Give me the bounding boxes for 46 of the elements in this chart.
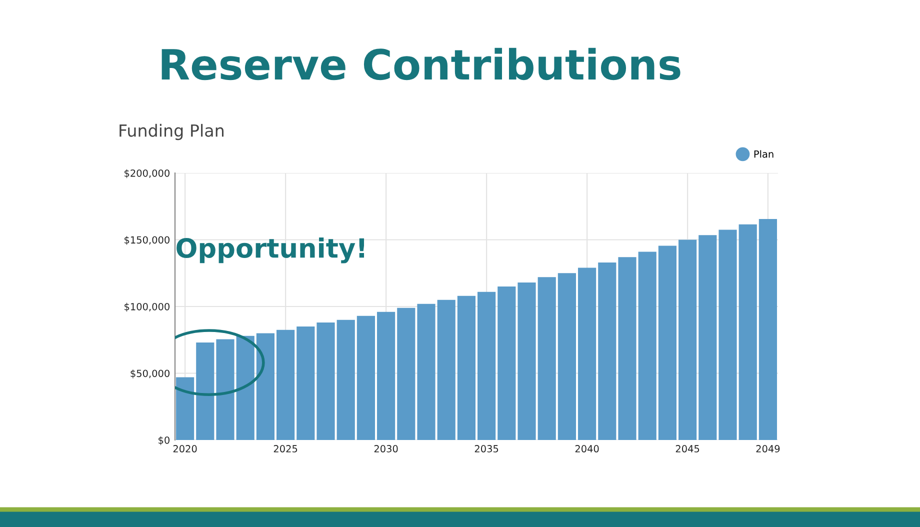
- bar: [196, 342, 214, 440]
- bar: [538, 277, 556, 440]
- bar: [678, 240, 697, 440]
- bar: [498, 286, 516, 440]
- bar: [176, 377, 194, 440]
- bar: [758, 219, 777, 440]
- bar: [417, 304, 436, 440]
- bar: [216, 339, 234, 440]
- bar: [518, 282, 536, 440]
- x-tick-label: 2035: [474, 445, 498, 452]
- bar: [558, 273, 576, 440]
- x-tick-label: 2030: [374, 445, 398, 452]
- bar: [598, 262, 616, 440]
- bar: [457, 296, 476, 440]
- bar: [336, 320, 355, 440]
- chart-subtitle: Funding Plan: [120, 124, 224, 140]
- bar: [698, 235, 717, 440]
- chart-title: Reserve Contributions: [162, 48, 680, 80]
- y-tick-label: $200,000: [124, 169, 170, 178]
- bar: [236, 336, 254, 440]
- y-tick-label: $150,000: [124, 236, 170, 245]
- bar: [256, 333, 274, 440]
- bar: [437, 300, 456, 440]
- bar: [276, 330, 295, 440]
- bar: [578, 268, 596, 440]
- bar: [356, 316, 375, 440]
- bar: [638, 252, 656, 440]
- y-tick-label: $0: [158, 436, 170, 446]
- bar: [316, 322, 335, 440]
- bar: [397, 308, 416, 440]
- bar: [377, 312, 396, 440]
- bar: [618, 257, 636, 440]
- x-tick-label: 2045: [676, 445, 700, 452]
- x-tick-label: 2025: [274, 445, 298, 452]
- annotation: Opportunity!: [176, 238, 364, 264]
- bar: [296, 326, 315, 440]
- legend-label: Plan: [754, 150, 774, 158]
- y-tick-label: $100,000: [124, 302, 170, 312]
- y-tick-label: $50,000: [130, 370, 170, 378]
- x-tick-label: 2040: [575, 445, 599, 452]
- bar: [478, 292, 496, 440]
- x-tick-label: 2020: [173, 445, 197, 452]
- bar: [738, 224, 757, 440]
- bar: [658, 246, 676, 440]
- x-tick-label: 2049: [756, 445, 780, 452]
- bar: [718, 230, 737, 440]
